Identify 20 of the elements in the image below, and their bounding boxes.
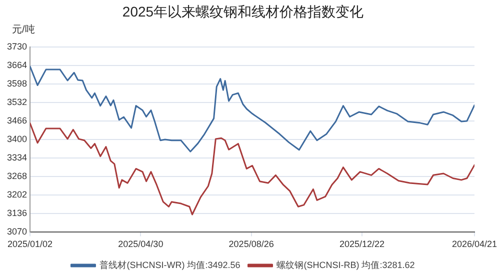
x-tick-label: 2026/04/21 [452, 239, 497, 250]
y-tick-label: 3268 [6, 171, 28, 182]
x-tick-label: 2025/08/26 [228, 239, 274, 250]
y-axis-title: 元/吨 [12, 24, 35, 36]
x-tick-label: 2025/04/30 [118, 239, 164, 250]
y-tick-label: 3202 [6, 190, 28, 200]
y-tick-label: 3598 [6, 78, 28, 88]
legend-label: 螺纹钢(SHCNSI-RB) 均值:3281.62 [276, 260, 415, 270]
y-tick-label: 3070 [6, 226, 28, 237]
y-tick-label: 3466 [6, 115, 28, 126]
chart-title: 2025年以来螺纹钢和线材价格指数变化 [122, 3, 364, 20]
y-tick-label: 3136 [6, 208, 28, 218]
legend-label: 普线材(SHCNSI-WR) 均值:3492.56 [100, 260, 240, 270]
y-tick-label: 3400 [6, 134, 28, 144]
x-tick-label: 2025/12/22 [339, 239, 384, 250]
y-tick-label: 3664 [6, 60, 28, 70]
x-tick-label: 2025/01/02 [8, 239, 53, 250]
y-tick-label: 3532 [6, 96, 28, 107]
y-tick-label: 3730 [6, 41, 28, 52]
y-tick-label: 3334 [6, 152, 28, 163]
